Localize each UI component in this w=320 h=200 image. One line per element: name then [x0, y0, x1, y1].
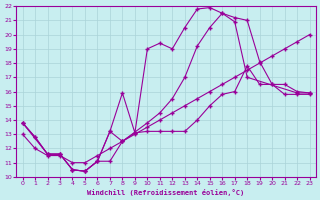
- X-axis label: Windchill (Refroidissement éolien,°C): Windchill (Refroidissement éolien,°C): [87, 189, 245, 196]
